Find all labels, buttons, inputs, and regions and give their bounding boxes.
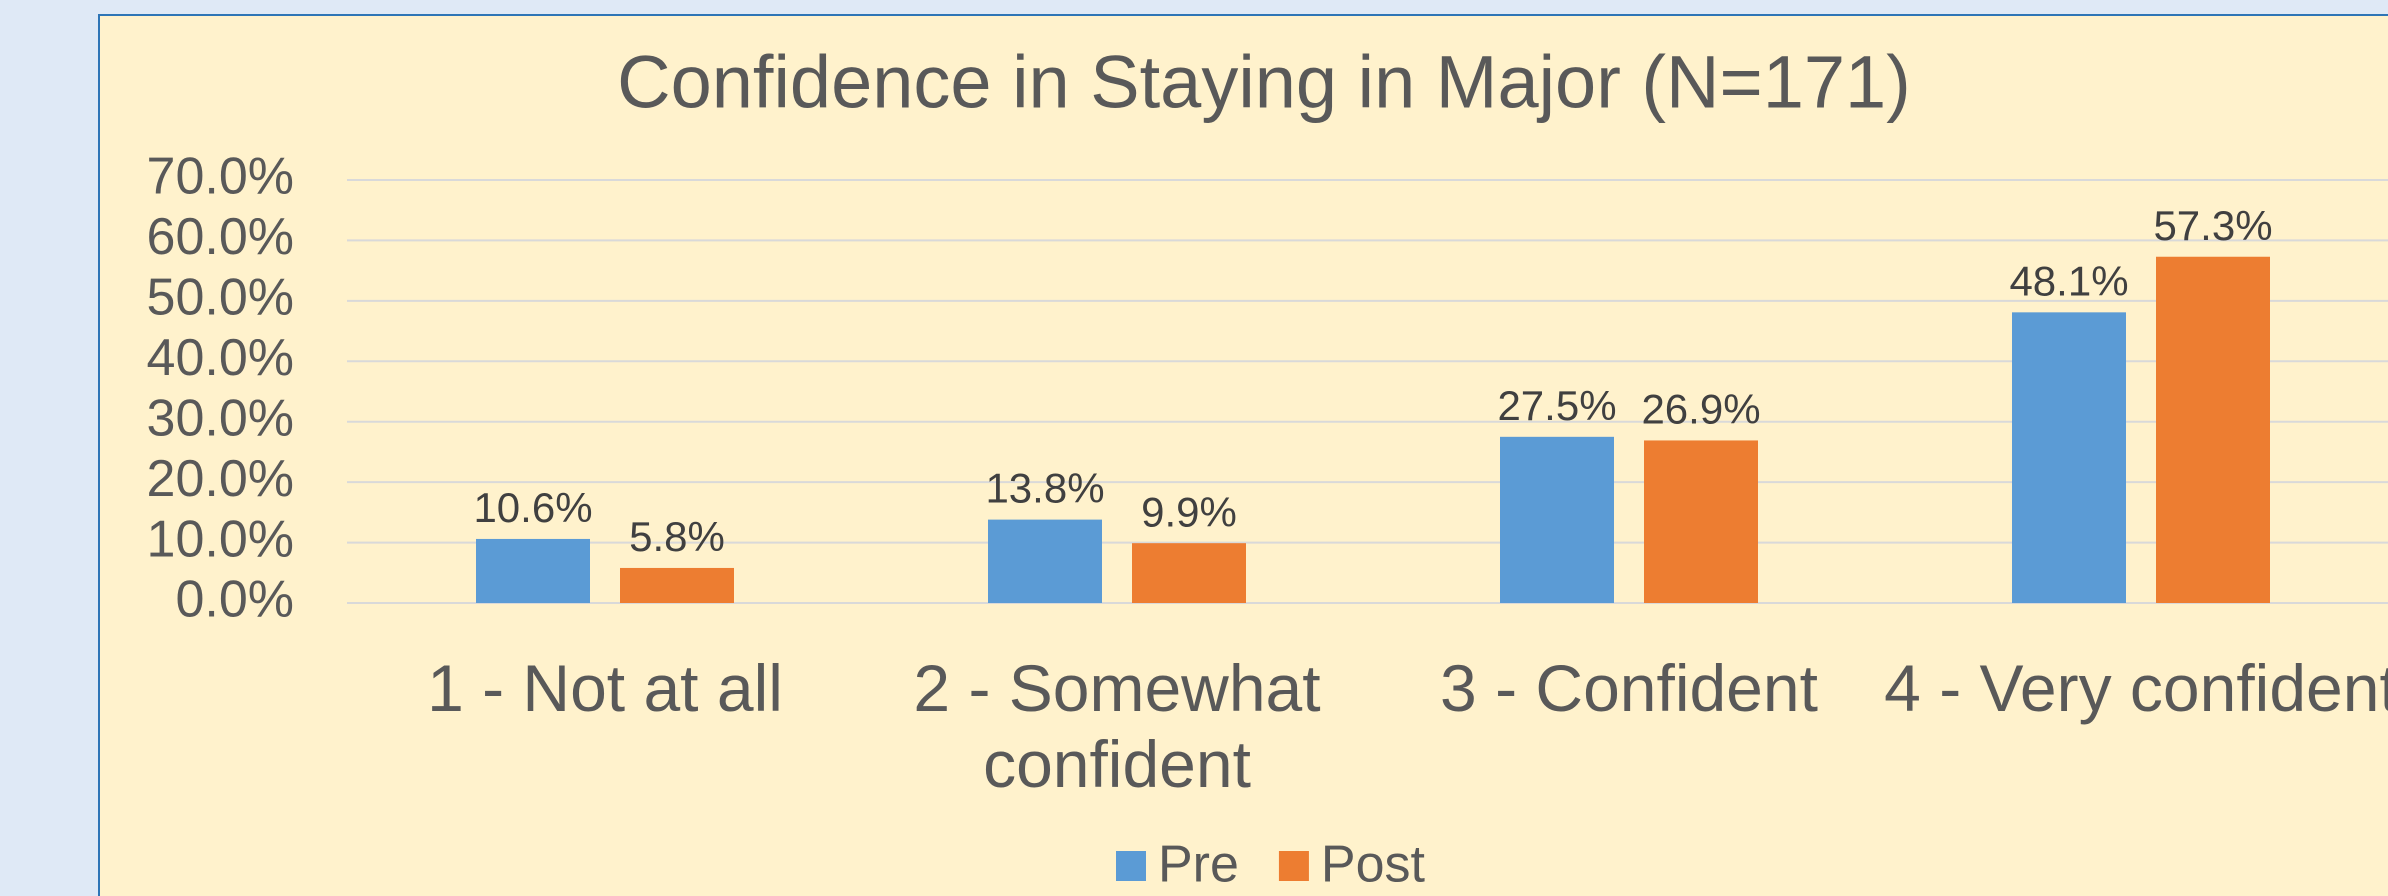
x-tick-label: 2 - Somewhat confident xyxy=(913,651,1321,801)
chart-title: Confidence in Staying in Major (N=171) xyxy=(617,41,1911,124)
data-label: 48.1% xyxy=(2009,257,2128,304)
y-tick-label: 10.0% xyxy=(147,510,294,568)
data-label: 5.8% xyxy=(629,513,725,560)
legend-label: Pre xyxy=(1158,836,1239,894)
data-label: 10.6% xyxy=(473,484,592,531)
bar xyxy=(2156,256,2270,603)
y-tick-label: 0.0% xyxy=(175,571,294,629)
data-label: 57.3% xyxy=(2153,202,2272,249)
bar xyxy=(1500,436,1614,603)
y-tick-label: 20.0% xyxy=(147,450,294,508)
x-tick-label: 3 - Confident xyxy=(1440,651,1818,725)
legend-swatch xyxy=(1116,851,1146,881)
bar xyxy=(988,519,1102,603)
bar xyxy=(476,538,590,603)
bar xyxy=(1132,543,1246,603)
bar xyxy=(1644,440,1758,603)
y-tick-label: 40.0% xyxy=(147,329,294,387)
x-tick-label: 4 - Very confident xyxy=(1884,651,2388,725)
bar xyxy=(2012,312,2126,603)
data-label: 26.9% xyxy=(1641,386,1760,433)
data-label: 13.8% xyxy=(985,465,1104,512)
data-label: 9.9% xyxy=(1141,488,1237,535)
y-tick-label: 50.0% xyxy=(147,269,294,327)
data-label: 27.5% xyxy=(1497,382,1616,429)
y-tick-label: 70.0% xyxy=(147,148,294,206)
legend-label: Post xyxy=(1321,836,1426,894)
y-tick-label: 30.0% xyxy=(147,389,294,447)
legend-swatch xyxy=(1278,851,1309,881)
chart-frame xyxy=(98,14,2388,896)
y-tick-label: 60.0% xyxy=(147,208,294,266)
x-tick-label: 1 - Not at all xyxy=(427,651,783,725)
bar xyxy=(620,567,734,603)
